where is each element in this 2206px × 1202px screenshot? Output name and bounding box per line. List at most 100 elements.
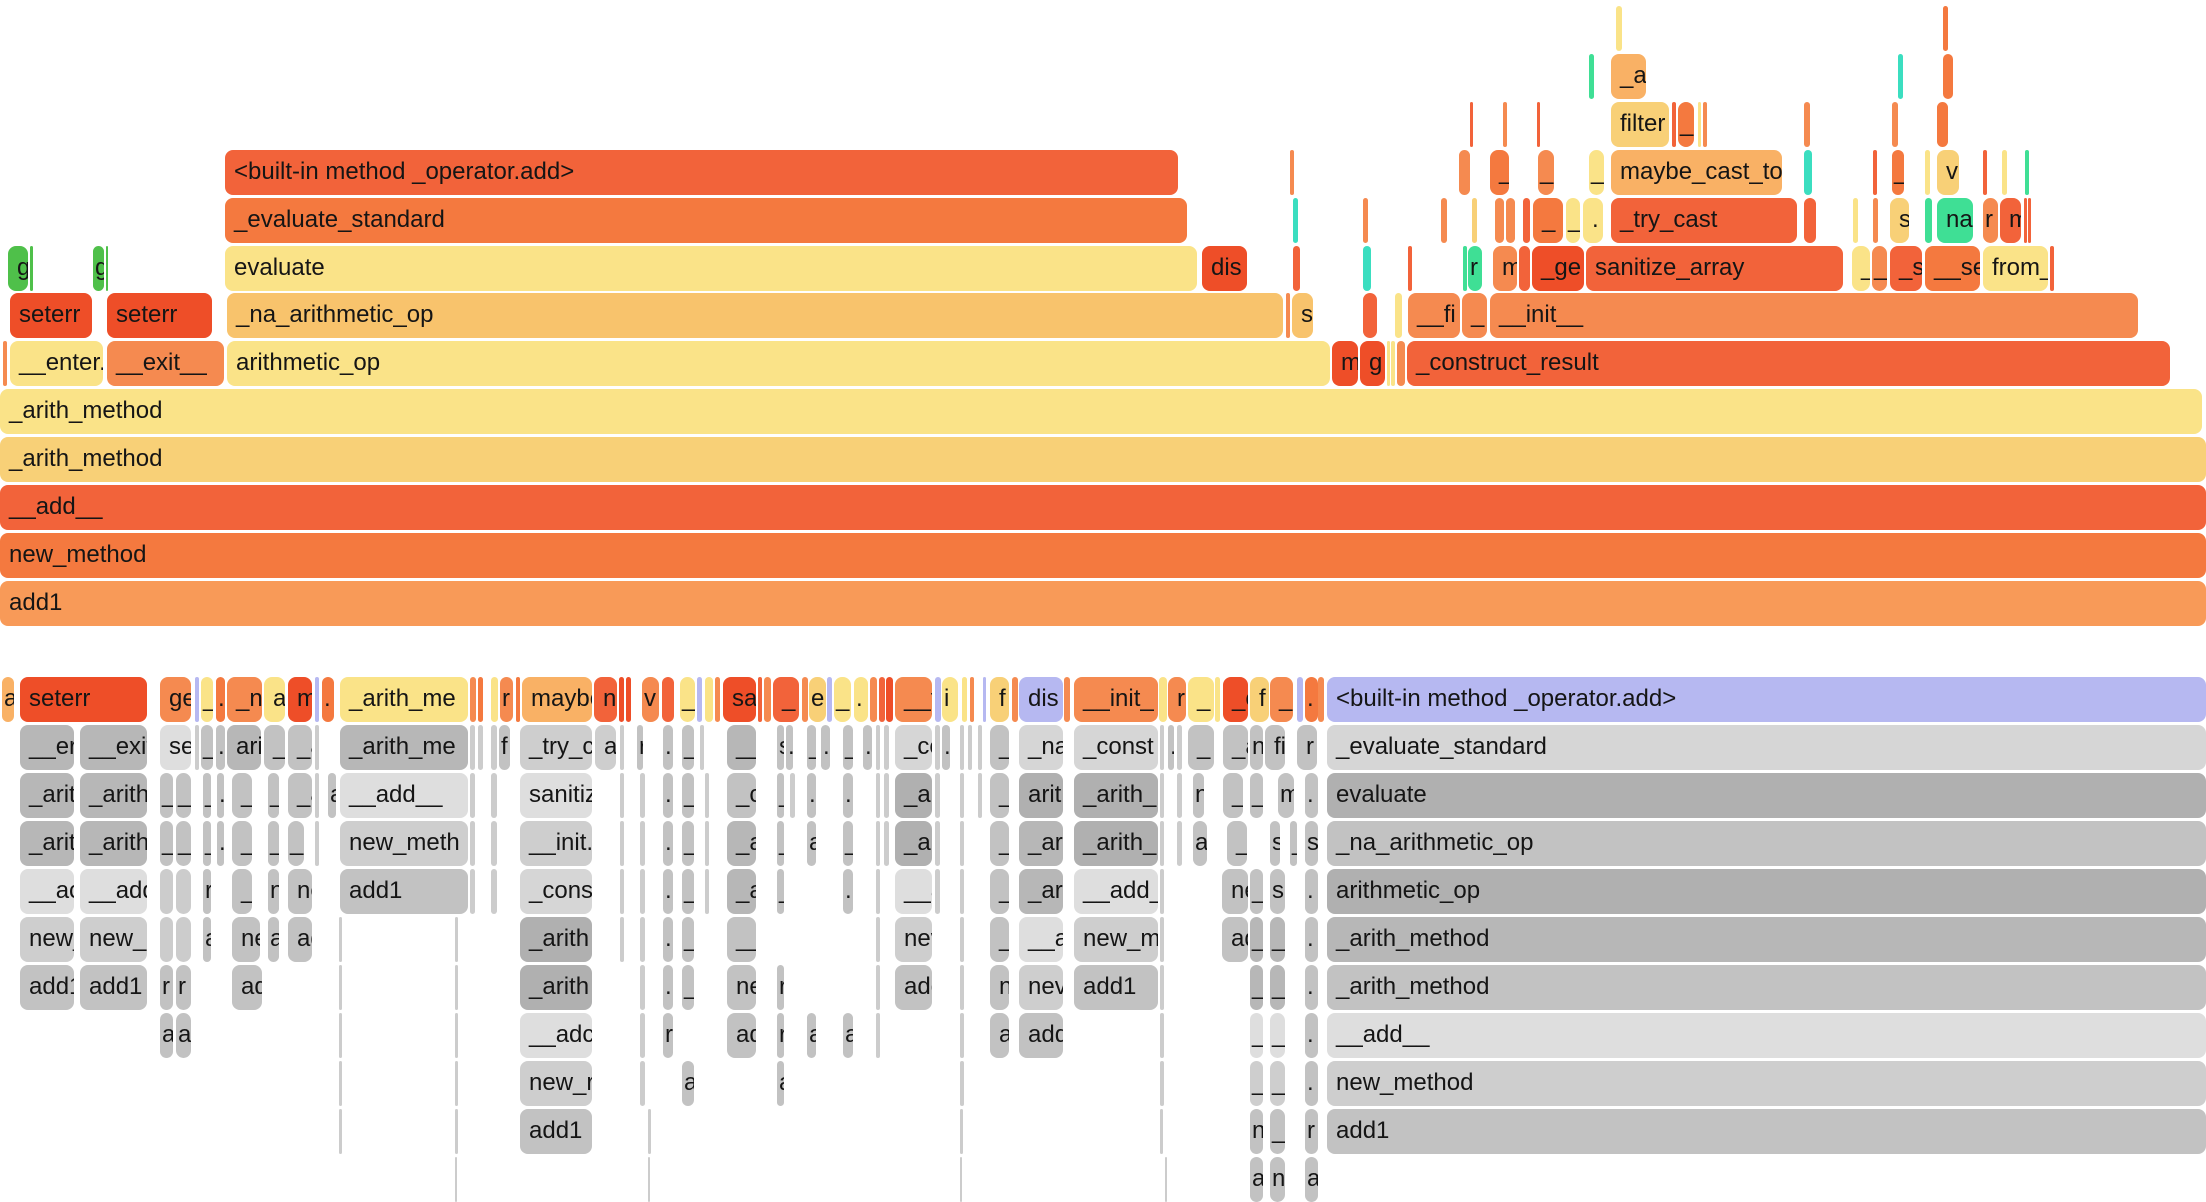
flame-frame-ad[interactable]: ad — [288, 917, 312, 962]
flame-frame--[interactable]: . — [663, 821, 673, 866]
flame-frame[interactable] — [1286, 293, 1290, 339]
flame-frame-dis[interactable]: dis — [1019, 677, 1063, 722]
flame-frame-s[interactable]: s — [1292, 293, 1313, 339]
flame-frame-_[interactable]: _ — [1589, 149, 1604, 195]
flame-frame-maybe[interactable]: maybe — [522, 677, 592, 722]
flame-frame[interactable] — [1318, 677, 1324, 722]
flame-frame--[interactable]: . — [217, 821, 224, 866]
flame-frame[interactable] — [1165, 1157, 1167, 1202]
flame-frame--[interactable]: . — [1305, 965, 1318, 1010]
flame-frame-_a[interactable]: _a — [288, 725, 312, 770]
flame-frame-m[interactable]: m — [1332, 341, 1358, 387]
flame-frame-n[interactable]: n — [990, 965, 1009, 1010]
flame-frame[interactable] — [876, 725, 880, 770]
flame-frame[interactable] — [960, 869, 964, 914]
flame-frame-a[interactable]: a — [843, 1013, 853, 1058]
flame-frame[interactable] — [960, 1157, 962, 1202]
flame-frame--[interactable]: . — [216, 677, 225, 722]
flame-frame[interactable] — [1589, 53, 1594, 99]
flame-frame[interactable] — [1159, 677, 1167, 722]
flame-frame-from_[interactable]: from_ — [1983, 245, 2048, 291]
flame-frame-m[interactable]: m — [1278, 773, 1294, 818]
flame-frame-__a[interactable]: __a — [895, 869, 932, 914]
flame-frame[interactable] — [1925, 197, 1932, 243]
flame-frame-r[interactable]: r — [777, 965, 784, 1010]
flame-frame[interactable] — [1160, 725, 1164, 770]
flame-frame-r[interactable]: r — [500, 677, 513, 722]
flame-frame-_[interactable]: _ — [843, 821, 853, 866]
flame-frame[interactable] — [315, 821, 319, 866]
flame-frame-g[interactable]: g — [1360, 341, 1385, 387]
flame-frame--[interactable]: . — [1305, 677, 1318, 722]
flame-frame-n[interactable]: n — [594, 677, 617, 722]
flame-frame-a[interactable]: a — [2, 677, 14, 722]
flame-frame-__[interactable]: __ — [1227, 821, 1247, 866]
flame-frame[interactable] — [106, 245, 108, 291]
flame-frame[interactable] — [1506, 197, 1515, 243]
flame-frame-a[interactable]: a — [777, 1061, 784, 1106]
flame-frame[interactable] — [978, 773, 982, 818]
flame-frame-ad[interactable]: ad — [1222, 917, 1248, 962]
flame-frame--[interactable]: . — [807, 773, 816, 818]
flame-frame[interactable] — [640, 773, 645, 818]
flame-frame-_evaluate_standard[interactable]: _evaluate_standard — [225, 197, 1187, 243]
flame-frame-_[interactable]: _ — [1566, 197, 1580, 243]
flame-frame[interactable] — [935, 821, 940, 866]
flame-frame--[interactable]: . — [217, 773, 224, 818]
flame-frame-_[interactable]: _ — [264, 725, 285, 770]
flame-frame-a[interactable]: a — [176, 1013, 191, 1058]
flame-frame[interactable] — [176, 917, 191, 962]
flame-frame-_[interactable]: _ — [201, 725, 213, 770]
flame-frame-_try_cast[interactable]: _try_cast — [1611, 197, 1797, 243]
flame-frame-seterr[interactable]: seterr — [20, 677, 147, 722]
flame-frame[interactable] — [640, 1061, 645, 1106]
flame-frame-_a[interactable]: _a — [727, 821, 756, 866]
flame-frame[interactable] — [470, 869, 475, 914]
flame-frame[interactable] — [879, 677, 885, 722]
flame-frame--[interactable]: . — [1168, 725, 1174, 770]
flame-frame[interactable] — [935, 773, 940, 818]
flame-frame-_[interactable]: _ — [1892, 149, 1904, 195]
flame-frame[interactable] — [1177, 773, 1182, 818]
flame-frame[interactable] — [1397, 341, 1405, 387]
flame-frame-_[interactable]: _ — [1290, 821, 1297, 866]
flame-frame-_construct_result[interactable]: _construct_result — [1407, 341, 2170, 387]
flame-frame[interactable] — [790, 773, 795, 818]
flame-frame[interactable] — [758, 677, 762, 722]
flame-frame[interactable] — [960, 965, 964, 1010]
flame-frame-_[interactable]: _ — [777, 869, 784, 914]
flame-frame[interactable] — [470, 821, 475, 866]
flame-frame-n[interactable]: n — [1193, 773, 1204, 818]
flame-frame-m[interactable]: m — [1493, 245, 1517, 291]
flame-frame[interactable] — [1472, 197, 1477, 243]
flame-frame[interactable] — [705, 821, 709, 866]
flame-frame-v[interactable]: v — [642, 677, 659, 722]
flame-frame-__a[interactable]: __a — [1019, 917, 1063, 962]
flame-frame-n[interactable]: n — [1250, 1109, 1263, 1154]
flame-frame[interactable] — [1873, 149, 1877, 195]
flame-frame-a[interactable]: a — [160, 1013, 173, 1058]
flame-frame-_const[interactable]: _const — [1074, 725, 1158, 770]
flame-frame[interactable] — [2025, 149, 2029, 195]
flame-frame-arithmetic_op[interactable]: arithmetic_op — [227, 341, 1330, 387]
flame-frame-_arit[interactable]: _arit — [20, 821, 74, 866]
flame-frame[interactable] — [30, 245, 33, 291]
flame-frame-s[interactable]: s — [1270, 869, 1285, 914]
flame-frame[interactable] — [1160, 773, 1164, 818]
flame-frame[interactable] — [1160, 869, 1164, 914]
flame-frame-fi[interactable]: fi — [1265, 725, 1285, 770]
flame-frame-_a[interactable]: _a — [232, 773, 252, 818]
flame-frame-a[interactable]: a — [203, 917, 211, 962]
flame-frame-f[interactable]: f — [499, 725, 510, 770]
flame-frame[interactable] — [2050, 245, 2054, 291]
flame-frame[interactable] — [455, 965, 458, 1010]
flame-frame-e[interactable]: e — [809, 677, 826, 722]
flame-frame[interactable] — [884, 773, 889, 818]
flame-frame-new_r[interactable]: new_r — [80, 917, 147, 962]
flame-frame-_[interactable]: _ — [1270, 1013, 1285, 1058]
flame-frame[interactable] — [983, 677, 986, 722]
flame-frame-_[interactable]: _ — [682, 869, 694, 914]
flame-frame[interactable] — [478, 677, 483, 722]
flame-frame--[interactable]: . — [843, 869, 853, 914]
flame-frame-r[interactable]: r — [1468, 245, 1482, 291]
